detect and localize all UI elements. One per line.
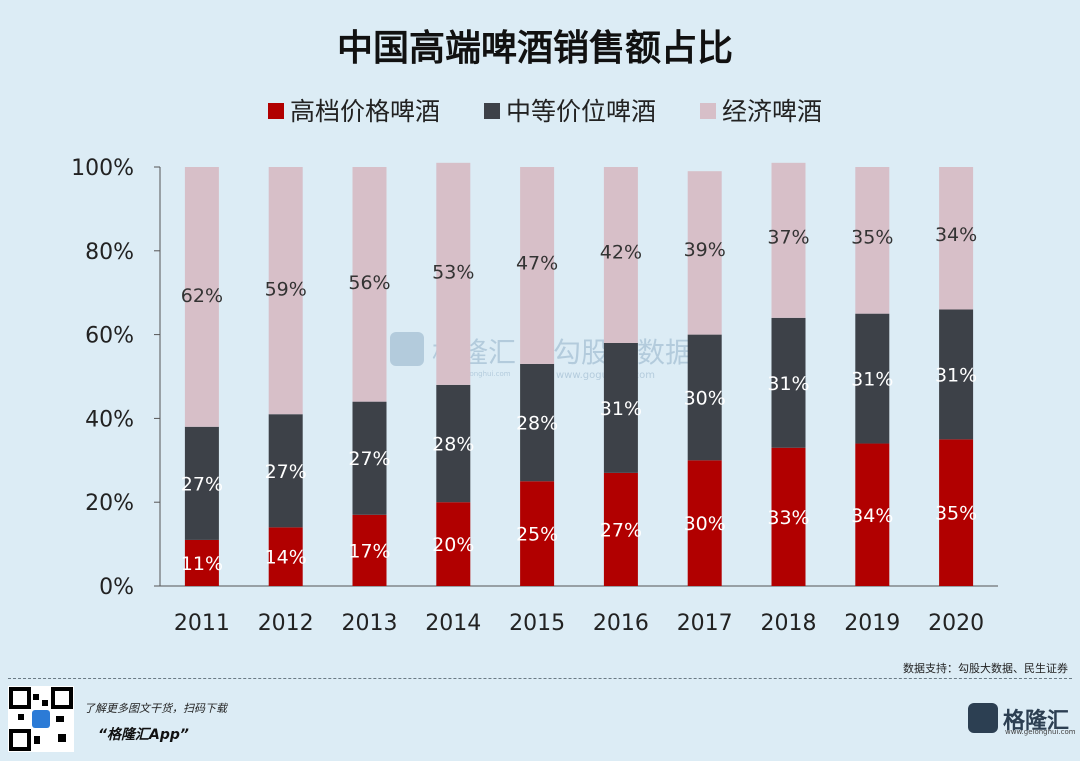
data-label-2020-2: 31% [935,364,977,386]
data-label-2017-3: 39% [684,239,726,261]
data-label-2015-1: 25% [516,524,558,546]
y-tick-label: 40% [85,407,134,432]
data-label-2011-2: 27% [181,473,223,495]
promo-app-name: “格隆汇App” [98,727,189,743]
bar-segment-2011-3 [184,167,219,427]
data-label-2019-1: 34% [851,505,893,527]
source-note: 数据支持：勾股大数据、民生证券 [903,662,1068,675]
x-tick-label: 2012 [258,611,314,636]
bar-segment-2020-1 [939,439,974,586]
legend-label-2: 中等价位啤酒 [506,97,656,126]
y-tick-label: 60% [85,324,134,349]
data-label-2012-1: 14% [265,547,307,569]
chart-area: 中国高端啤酒销售额占比 高档价格啤酒 中等价位啤酒 经济啤酒 格隆汇 www.gel… [71,28,998,636]
x-tick-label: 2020 [928,611,984,636]
bar-segment-2018-3 [771,162,806,318]
bar-segment-2015-1 [520,481,555,586]
brand-logo-icon [968,703,998,733]
bar-segment-2016-3 [603,167,638,343]
bar-segment-2019-3 [855,167,890,314]
qr-code [8,686,74,752]
data-label-2012-2: 27% [265,461,307,483]
bar-segment-2015-3 [520,167,555,364]
legend-swatch-3 [700,103,716,119]
x-tick-label: 2011 [174,611,230,636]
data-label-2014-3: 53% [432,261,474,283]
y-tick-label: 0% [99,575,134,600]
data-label-2013-3: 56% [348,272,390,294]
legend-swatch-2 [484,103,500,119]
legend: 高档价格啤酒 中等价位啤酒 经济啤酒 [268,97,822,126]
legend-label-1: 高档价格啤酒 [290,97,440,126]
bar-segment-2020-3 [939,167,974,310]
bar-segment-2014-3 [436,162,471,385]
bar-segment-2012-1 [268,527,303,586]
watermark-logo-icon [390,332,424,366]
legend-label-3: 经济啤酒 [722,97,822,126]
bar-segment-2016-1 [603,472,638,586]
qr-code-icon [9,687,73,751]
bar-segment-2019-1 [855,443,890,586]
brand-logo-text: 格隆汇 [1003,709,1070,734]
data-label-2014-1: 20% [432,534,474,556]
x-tick-label: 2016 [593,611,649,636]
bar-segment-2013-2 [352,401,387,515]
bar-segment-2019-2 [855,313,890,444]
data-label-2016-1: 27% [600,519,642,541]
data-label-2018-2: 31% [767,373,809,395]
x-tick-label: 2017 [677,611,733,636]
data-label-2015-2: 28% [516,413,558,435]
x-tick-label: 2013 [342,611,398,636]
x-tick-label: 2018 [761,611,817,636]
promo-text: 了解更多图文干货，扫码下载 [84,702,227,715]
bar-segment-2018-2 [771,317,806,448]
bar-segment-2018-1 [771,447,806,586]
bar-segment-2011-1 [184,539,219,586]
data-label-2013-1: 17% [348,540,390,562]
bar-segment-2013-1 [352,514,387,586]
brand-logo-url: www.gelonghui.com [1005,728,1076,736]
watermark-url-left: www.gelonghui.com [440,370,511,378]
data-label-2012-3: 59% [265,279,307,301]
bar-segment-2016-2 [603,342,638,473]
bar-segment-2014-2 [436,384,471,503]
bars [184,162,974,586]
data-label-2018-1: 33% [767,507,809,529]
x-tick-label: 2015 [509,611,565,636]
data-label-2020-3: 34% [935,224,977,246]
y-tick-label: 80% [85,240,134,265]
data-label-2018-3: 37% [767,226,809,248]
x-tick-label: 2019 [844,611,900,636]
chart-title: 中国高端啤酒销售额占比 [337,28,733,69]
legend-swatch-1 [268,103,284,119]
bar-segment-2020-2 [939,309,974,440]
bar-segment-2012-3 [268,167,303,415]
bar-segment-2013-3 [352,167,387,402]
data-label-2011-3: 62% [181,285,223,307]
bar-segment-2015-2 [520,363,555,482]
bar-segment-2014-1 [436,502,471,586]
data-label-2017-2: 30% [684,387,726,409]
x-tick-label: 2014 [425,611,481,636]
data-label-2019-2: 31% [851,369,893,391]
data-label-2016-2: 31% [600,398,642,420]
footer-divider [8,678,1072,679]
data-label-2017-1: 30% [684,513,726,535]
data-label-2014-2: 28% [432,434,474,456]
data-label-2013-2: 27% [348,448,390,470]
data-label-2019-3: 35% [851,226,893,248]
y-tick-label: 20% [85,491,134,516]
data-label-2015-3: 47% [516,252,558,274]
data-label-2016-3: 42% [600,242,642,264]
bar-segment-2011-2 [184,426,219,540]
y-tick-label: 100% [71,156,134,181]
bar-segment-2017-2 [687,334,722,461]
data-labels: 11% 27% 62% 14% 27% 59% 17% 27% 56% 20% 28% 53% 25% 2… [181,224,977,575]
data-label-2011-1: 11% [181,553,223,575]
bar-segment-2017-1 [687,460,722,586]
bar-segment-2012-2 [268,414,303,528]
data-label-2020-1: 35% [935,503,977,525]
bar-segment-2017-3 [687,171,722,335]
